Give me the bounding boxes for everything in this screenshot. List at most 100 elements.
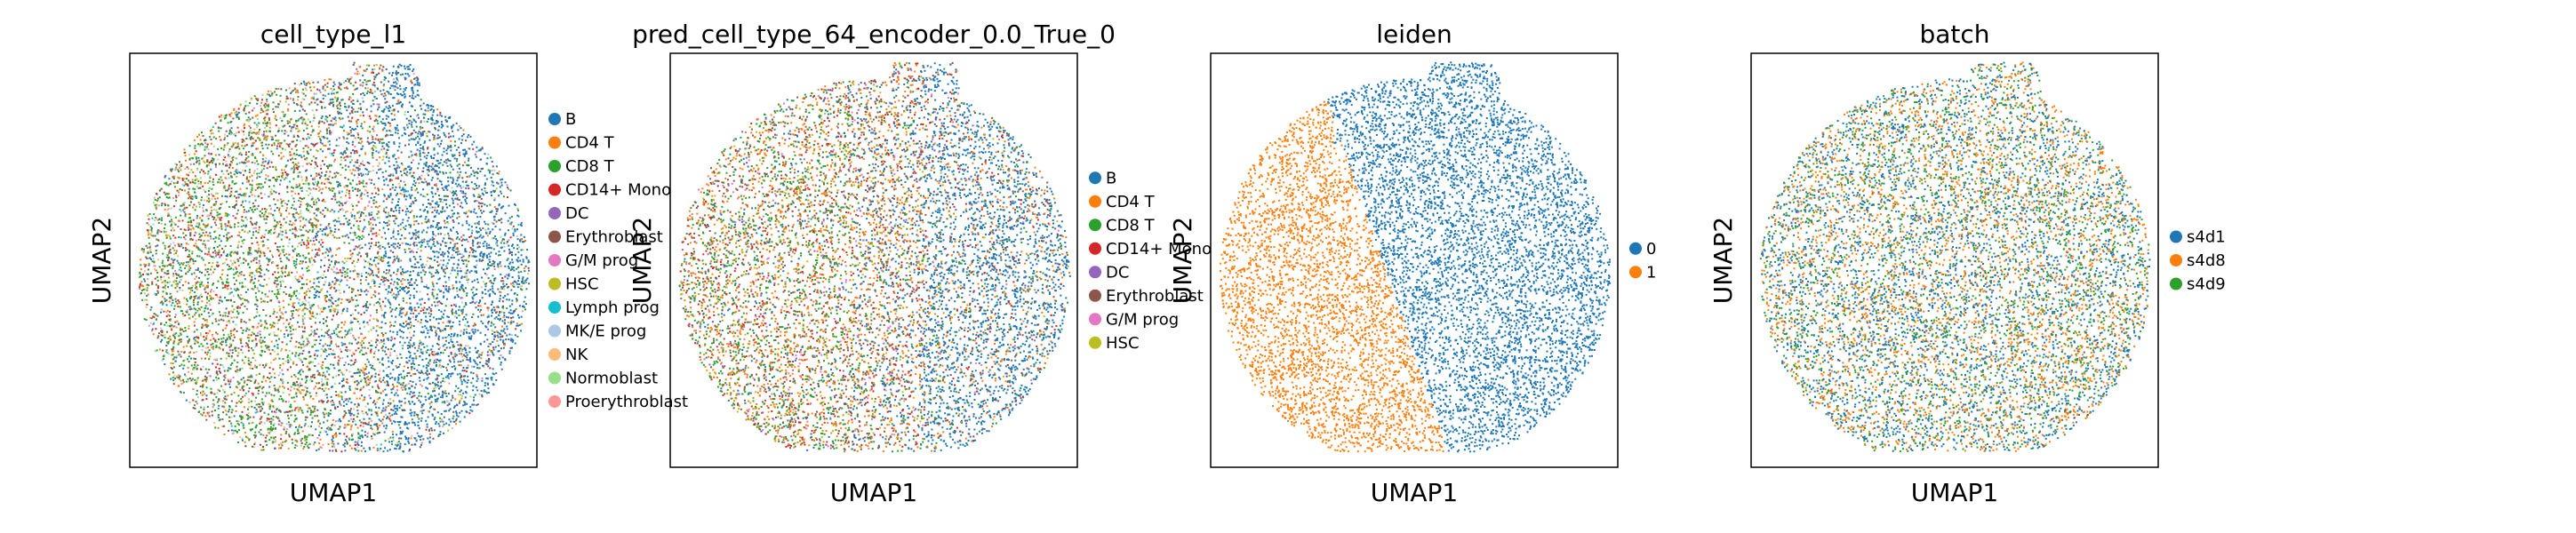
- scatter-point: [320, 439, 322, 441]
- scatter-point: [383, 450, 385, 452]
- scatter-point: [320, 164, 322, 166]
- scatter-point: [196, 383, 197, 385]
- scatter-point: [170, 339, 172, 341]
- scatter-point: [477, 187, 479, 189]
- scatter-point: [174, 375, 176, 377]
- scatter-point: [196, 215, 198, 217]
- scatter-point: [420, 105, 421, 107]
- scatter-point: [326, 316, 328, 318]
- scatter-point: [206, 302, 208, 304]
- scatter-point: [202, 186, 204, 187]
- scatter-point: [398, 314, 400, 316]
- scatter-point: [452, 213, 454, 215]
- scatter-point: [219, 368, 220, 370]
- scatter-point: [273, 218, 275, 219]
- scatter-point: [393, 243, 395, 245]
- scatter-point: [190, 228, 192, 230]
- scatter-point: [423, 117, 425, 119]
- scatter-point: [275, 166, 276, 168]
- scatter-point: [385, 95, 387, 97]
- scatter-point: [241, 145, 243, 147]
- scatter-point: [263, 219, 265, 220]
- scatter-point: [427, 241, 428, 243]
- scatter-point: [325, 300, 327, 302]
- scatter-point: [340, 302, 342, 304]
- scatter-point: [293, 168, 295, 170]
- scatter-point: [417, 136, 419, 138]
- scatter-point: [199, 145, 201, 147]
- scatter-point: [490, 289, 492, 290]
- scatter-point: [245, 165, 247, 167]
- scatter-point: [324, 183, 325, 185]
- scatter-point: [167, 254, 169, 256]
- scatter-point: [154, 197, 156, 199]
- scatter-point: [197, 143, 199, 145]
- scatter-point: [401, 235, 403, 236]
- scatter-point: [355, 82, 356, 84]
- scatter-point: [288, 212, 290, 214]
- scatter-point: [522, 241, 524, 243]
- scatter-point: [177, 169, 179, 171]
- scatter-point: [200, 183, 202, 185]
- scatter-point: [352, 290, 354, 291]
- scatter-point: [425, 109, 427, 111]
- scatter-point: [415, 279, 417, 281]
- scatter-point: [290, 334, 292, 336]
- scatter-point: [500, 182, 502, 184]
- scatter-point: [370, 259, 372, 260]
- scatter-point: [362, 161, 364, 163]
- scatter-point: [477, 350, 479, 352]
- scatter-point: [332, 281, 333, 282]
- scatter-point: [366, 92, 368, 94]
- scatter-point: [304, 425, 306, 426]
- scatter-point: [318, 372, 320, 374]
- scatter-point: [177, 299, 179, 301]
- scatter-point: [321, 121, 323, 123]
- scatter-point: [213, 422, 215, 424]
- scatter-point: [218, 265, 220, 266]
- scatter-point: [356, 398, 358, 400]
- scatter-point: [429, 315, 431, 317]
- scatter-point: [172, 362, 174, 364]
- scatter-point: [379, 151, 380, 153]
- scatter-point: [247, 232, 249, 234]
- scatter-point: [452, 192, 453, 194]
- scatter-point: [379, 362, 380, 363]
- scatter-point: [218, 131, 220, 132]
- scatter-point: [433, 157, 435, 159]
- scatter-point: [518, 272, 520, 274]
- scatter-point: [469, 272, 471, 274]
- scatter-point: [489, 233, 491, 235]
- scatter-point: [201, 131, 203, 133]
- scatter-point: [326, 397, 328, 399]
- scatter-point: [490, 343, 492, 345]
- scatter-point: [206, 321, 208, 322]
- scatter-point: [314, 415, 316, 417]
- scatter-point: [422, 343, 424, 345]
- scatter-point: [517, 286, 519, 288]
- scatter-point: [462, 186, 464, 187]
- scatter-point: [299, 110, 300, 112]
- scatter-point: [197, 157, 199, 159]
- scatter-point: [350, 239, 352, 241]
- scatter-point: [308, 434, 310, 436]
- scatter-point: [412, 313, 414, 314]
- scatter-point: [362, 340, 364, 342]
- scatter-point: [374, 68, 376, 70]
- scatter-point: [290, 287, 292, 289]
- scatter-point: [285, 90, 287, 91]
- scatter-point: [332, 400, 333, 402]
- scatter-point: [396, 434, 397, 435]
- scatter-point: [238, 108, 240, 110]
- scatter-point: [501, 277, 503, 279]
- scatter-point: [209, 353, 211, 354]
- scatter-point: [181, 364, 183, 366]
- scatter-point: [421, 222, 423, 224]
- scatter-point: [280, 213, 282, 215]
- scatter-point: [229, 349, 231, 351]
- scatter-point: [475, 394, 476, 396]
- scatter-point: [401, 357, 403, 359]
- scatter-point: [309, 240, 311, 242]
- scatter-point: [264, 279, 266, 281]
- scatter-point: [404, 279, 406, 281]
